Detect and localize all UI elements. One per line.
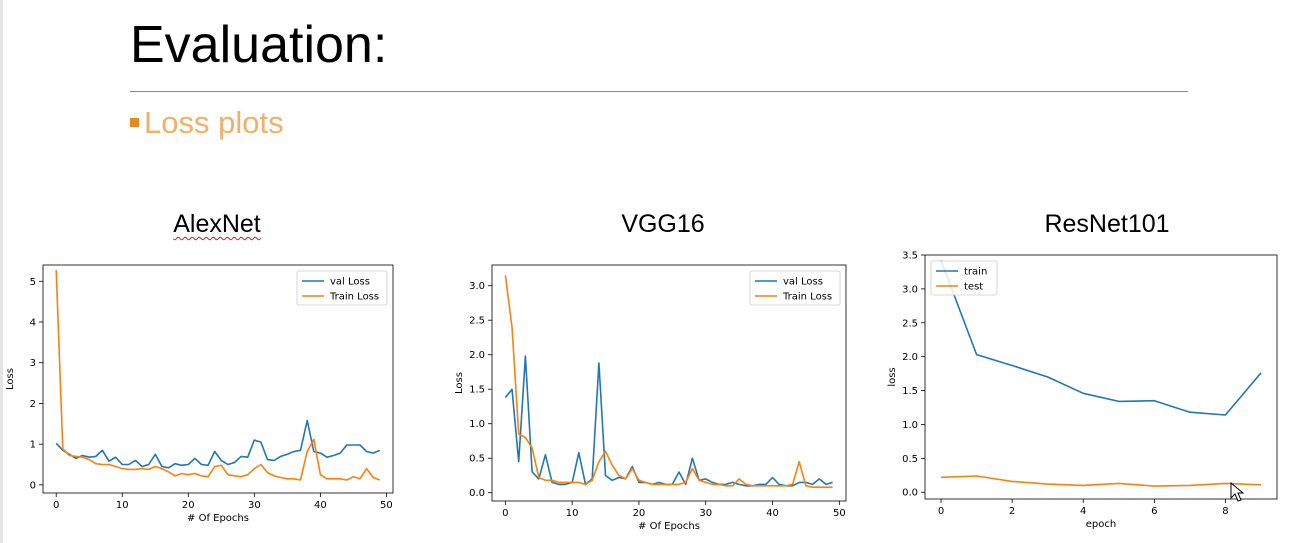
plot-frame bbox=[924, 254, 1278, 500]
x-tick-label: 0 bbox=[53, 500, 59, 511]
y-axis-label: loss bbox=[887, 367, 898, 386]
y-tick-label: 3.0 bbox=[469, 281, 485, 292]
y-tick-label: 3.5 bbox=[902, 251, 918, 262]
legend-label: Train Loss bbox=[782, 292, 832, 303]
mouse-cursor-icon bbox=[1230, 482, 1245, 502]
x-tick-label: 40 bbox=[766, 508, 779, 519]
y-tick-label: 5 bbox=[30, 277, 36, 288]
y-tick-label: 4 bbox=[30, 318, 36, 329]
x-tick-label: 40 bbox=[314, 500, 327, 511]
y-axis-label: Loss bbox=[5, 368, 16, 390]
y-tick-label: 2.0 bbox=[902, 352, 918, 363]
y-tick-label: 2.0 bbox=[469, 350, 485, 361]
series-line-train-loss bbox=[55, 269, 381, 481]
series-line-train bbox=[940, 260, 1262, 416]
chart-title-resnet101: ResNet101 bbox=[1044, 210, 1170, 238]
legend-label: val Loss bbox=[330, 277, 370, 288]
slide-title: Evaluation: bbox=[130, 16, 388, 74]
y-axis-label: Loss bbox=[454, 372, 465, 394]
legend-label: train bbox=[964, 267, 987, 278]
resnet101-loss-chart: 0.0 0.5 1.0 1.5 2.0 2.5 3.0 3.5 0 2 4 6 8 epoch loss tr… bbox=[887, 251, 1278, 530]
legend-label: Train Loss bbox=[329, 292, 379, 303]
x-axis-label: # Of Epochs bbox=[187, 513, 249, 524]
y-tick-label: 1.5 bbox=[469, 385, 485, 396]
x-tick-label: 20 bbox=[182, 500, 195, 511]
x-tick-label: 8 bbox=[1222, 506, 1228, 517]
y-tick-label: 1.5 bbox=[902, 386, 918, 397]
y-tick-label: 0.0 bbox=[902, 488, 918, 499]
x-tick-label: 4 bbox=[1080, 506, 1086, 517]
y-tick-label: 1.0 bbox=[469, 419, 485, 430]
y-tick-label: 1 bbox=[30, 440, 36, 451]
x-tick-label: 30 bbox=[248, 500, 261, 511]
y-tick-label: 3 bbox=[30, 358, 36, 369]
x-tick-label: 0 bbox=[502, 508, 508, 519]
x-tick-label: 0 bbox=[938, 506, 944, 517]
x-tick-label: 2 bbox=[1009, 506, 1015, 517]
x-axis-label: # Of Epochs bbox=[638, 521, 700, 532]
x-tick-label: 10 bbox=[116, 500, 129, 511]
legend-label: val Loss bbox=[783, 277, 823, 288]
y-tick-label: 2.5 bbox=[469, 316, 485, 327]
bullet-square-icon bbox=[130, 118, 139, 127]
y-tick-label: 0.5 bbox=[902, 454, 918, 465]
x-axis-label: epoch bbox=[1086, 519, 1116, 530]
y-tick-label: 3.0 bbox=[902, 284, 918, 295]
y-tick-label: 2.5 bbox=[902, 318, 918, 329]
chart-title-vgg16: VGG16 bbox=[621, 210, 705, 238]
x-tick-label: 50 bbox=[380, 500, 393, 511]
x-tick-label: 10 bbox=[566, 508, 579, 519]
x-tick-label: 30 bbox=[699, 508, 712, 519]
legend-label: test bbox=[964, 282, 983, 293]
y-tick-label: 0.5 bbox=[469, 454, 485, 465]
y-tick-label: 0.0 bbox=[469, 488, 485, 499]
title-divider bbox=[130, 91, 1188, 92]
x-tick-label: 20 bbox=[633, 508, 646, 519]
series-line-train-loss bbox=[504, 275, 833, 488]
chart-title-alexnet: AlexNet bbox=[107, 210, 327, 239]
vgg16-loss-chart: 0.0 0.5 1.0 1.5 2.0 2.5 3.0 0 10 20 30 40 50 # Of Epo… bbox=[454, 264, 847, 532]
y-tick-label: 0 bbox=[30, 480, 36, 491]
y-tick-label: 1.0 bbox=[902, 420, 918, 431]
chart-title-alexnet-text: AlexNet bbox=[173, 210, 261, 238]
series-line-val-loss bbox=[55, 419, 381, 469]
series-line-test bbox=[940, 475, 1262, 487]
x-tick-label: 50 bbox=[833, 508, 846, 519]
slide-subtitle: Loss plots bbox=[144, 105, 284, 140]
x-tick-label: 6 bbox=[1151, 506, 1157, 517]
y-tick-label: 2 bbox=[30, 399, 36, 410]
slide-left-edge bbox=[0, 0, 3, 543]
